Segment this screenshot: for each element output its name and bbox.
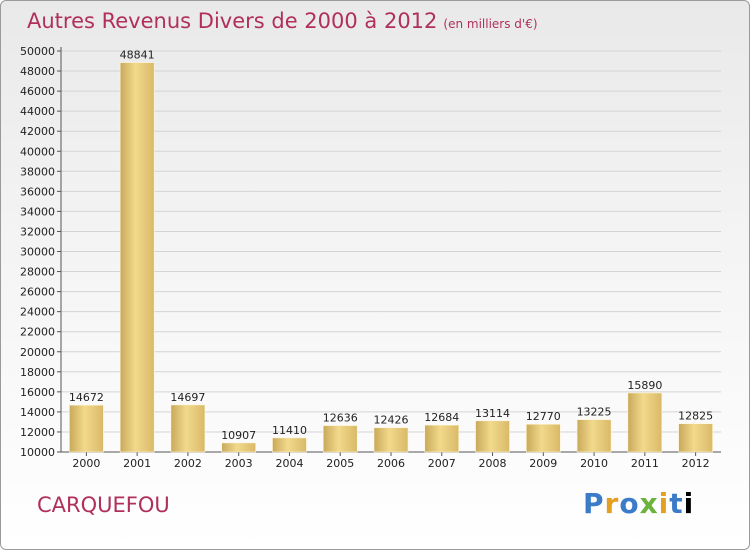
city-name: CARQUEFOU xyxy=(37,493,170,517)
logo-letter: r xyxy=(604,487,620,520)
y-tick-label: 48000 xyxy=(20,65,55,78)
data-label: 12825 xyxy=(678,410,713,423)
x-tick-label: 2008 xyxy=(479,457,507,470)
data-label: 12770 xyxy=(526,410,561,423)
logo-letter: o xyxy=(619,487,640,520)
y-tick-label: 14000 xyxy=(20,406,55,419)
data-label: 10907 xyxy=(221,429,256,442)
logo-letter: i xyxy=(683,487,695,520)
y-tick-label: 24000 xyxy=(20,306,55,319)
y-tick-label: 22000 xyxy=(20,326,55,339)
data-label: 12636 xyxy=(323,412,358,425)
bar xyxy=(526,423,561,453)
bar xyxy=(272,437,307,453)
bars xyxy=(69,62,713,453)
y-tick-label: 50000 xyxy=(20,45,55,58)
x-tick-label: 2011 xyxy=(631,457,659,470)
x-tick-label: 2005 xyxy=(326,457,354,470)
x-tick-label: 2009 xyxy=(529,457,557,470)
y-tick-label: 34000 xyxy=(20,205,55,218)
bar xyxy=(322,425,358,453)
y-tick-label: 40000 xyxy=(20,145,55,158)
y-tick-label: 38000 xyxy=(20,165,55,178)
data-label: 11410 xyxy=(272,424,307,437)
logo-letter: P xyxy=(583,487,605,520)
data-label: 13225 xyxy=(577,406,612,419)
bar xyxy=(119,62,155,453)
bar xyxy=(170,404,206,453)
bar xyxy=(373,427,409,453)
x-tick-label: 2012 xyxy=(682,457,710,470)
x-tick-label: 2006 xyxy=(377,457,405,470)
y-tick-label: 16000 xyxy=(20,386,55,399)
bar xyxy=(424,424,460,453)
bar xyxy=(475,420,510,453)
x-tick-label: 2003 xyxy=(225,457,253,470)
data-label: 14672 xyxy=(69,391,104,404)
bar xyxy=(69,404,104,453)
data-label: 15890 xyxy=(627,379,662,392)
chart-title: Autres Revenus Divers de 2000 à 2012 (en … xyxy=(27,9,538,33)
data-label: 12426 xyxy=(374,414,409,427)
logo-letter: x xyxy=(639,487,659,520)
x-tick-label: 2004 xyxy=(275,457,303,470)
y-tick-label: 20000 xyxy=(20,346,55,359)
x-tick-label: 2000 xyxy=(72,457,100,470)
y-tick-label: 32000 xyxy=(20,225,55,238)
logo-letter: t xyxy=(669,487,684,520)
y-tick-label: 44000 xyxy=(20,105,55,118)
chart-subtitle: (en milliers d'€) xyxy=(443,17,538,31)
x-tick-label: 2010 xyxy=(580,457,608,470)
grid-lines xyxy=(61,50,721,453)
data-label: 12684 xyxy=(424,411,459,424)
y-tick-label: 36000 xyxy=(20,185,55,198)
bar xyxy=(576,419,612,453)
y-tick-label: 42000 xyxy=(20,125,55,138)
chart-title-text: Autres Revenus Divers de 2000 à 2012 xyxy=(27,9,438,33)
data-label: 14697 xyxy=(170,391,205,404)
y-tick-label: 28000 xyxy=(20,266,55,279)
bar xyxy=(678,423,713,453)
bar xyxy=(627,392,663,453)
y-tick-label: 46000 xyxy=(20,85,55,98)
x-tick-label: 2001 xyxy=(123,457,151,470)
y-tick-label: 26000 xyxy=(20,286,55,299)
labels: 10000 12000 14000 16000 18000 20000 22000 24000… xyxy=(20,45,713,470)
y-tick-label: 10000 xyxy=(20,446,55,459)
x-tick-label: 2002 xyxy=(174,457,202,470)
y-tick-label: 12000 xyxy=(20,426,55,439)
proxiti-logo[interactable]: Proxiti xyxy=(583,487,694,520)
x-tick-label: 2007 xyxy=(428,457,456,470)
data-label: 13114 xyxy=(475,407,510,420)
y-tick-label: 18000 xyxy=(20,366,55,379)
data-label: 48841 xyxy=(120,49,155,62)
logo-letter: i xyxy=(658,487,670,520)
y-tick-label: 30000 xyxy=(20,246,55,259)
bar xyxy=(221,442,256,453)
